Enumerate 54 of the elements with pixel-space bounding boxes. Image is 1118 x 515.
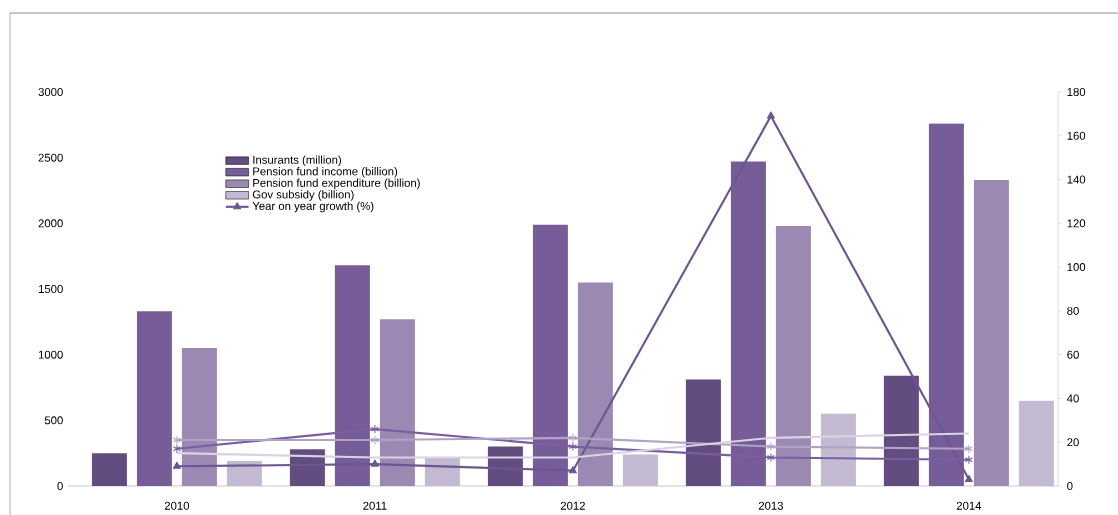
point bbox=[964, 455, 973, 465]
bar bbox=[226, 461, 262, 486]
point bbox=[172, 444, 181, 454]
legend-label: Pension fund expenditure (billion) bbox=[253, 178, 420, 190]
legend-label: Pension fund income (billion) bbox=[253, 167, 398, 178]
bar bbox=[577, 282, 613, 486]
point bbox=[172, 461, 181, 469]
bar bbox=[379, 319, 415, 486]
y2-tick-label: 180 bbox=[1067, 88, 1086, 96]
point bbox=[370, 435, 379, 445]
y2-tick-label: 0 bbox=[1067, 482, 1073, 491]
bar bbox=[685, 379, 721, 486]
bar bbox=[181, 348, 217, 486]
y-tick-label: 3000 bbox=[38, 88, 63, 97]
bar bbox=[622, 454, 658, 486]
x-tick-label: 2014 bbox=[956, 501, 982, 510]
x-tick-label: 2011 bbox=[363, 501, 387, 510]
bar bbox=[973, 179, 1009, 486]
legend-label: Year on year growth (%) bbox=[252, 201, 374, 213]
legend-label: Insurants (million) bbox=[253, 155, 342, 167]
y-tick-label: 0 bbox=[57, 482, 63, 491]
point bbox=[964, 474, 973, 482]
point bbox=[568, 433, 577, 443]
y-tick-label: 2000 bbox=[38, 219, 63, 228]
bar bbox=[775, 225, 811, 486]
y2-tick-label: 80 bbox=[1067, 306, 1079, 315]
y2-tick-label: 100 bbox=[1067, 263, 1086, 272]
y-tick-label: 2500 bbox=[38, 153, 63, 162]
y2-tick-label: 140 bbox=[1067, 175, 1086, 184]
y2-tick-label: 60 bbox=[1067, 350, 1079, 359]
bar bbox=[1018, 400, 1054, 486]
bar bbox=[883, 375, 919, 486]
x-tick-label: 2010 bbox=[164, 501, 190, 510]
point bbox=[766, 111, 775, 119]
bar bbox=[820, 413, 856, 486]
point bbox=[370, 459, 379, 467]
point bbox=[766, 453, 775, 463]
x-tick-label: 2012 bbox=[560, 501, 585, 510]
point bbox=[568, 442, 577, 452]
y2-tick-label: 120 bbox=[1067, 219, 1086, 228]
y2-tick-label: 160 bbox=[1067, 131, 1086, 140]
point bbox=[568, 466, 577, 474]
x-tick-label: 2013 bbox=[758, 501, 784, 510]
y2-tick-label: 20 bbox=[1067, 438, 1079, 447]
legend-label: Gov subsidy (billion) bbox=[252, 190, 354, 201]
point bbox=[766, 442, 775, 452]
point bbox=[370, 424, 379, 434]
y-tick-label: 500 bbox=[44, 416, 63, 425]
bar bbox=[91, 453, 127, 486]
y-tick-label: 1000 bbox=[38, 350, 63, 359]
y2-tick-label: 40 bbox=[1066, 394, 1079, 403]
y-tick-label: 1500 bbox=[38, 285, 63, 294]
point bbox=[172, 435, 181, 445]
point bbox=[964, 444, 973, 454]
